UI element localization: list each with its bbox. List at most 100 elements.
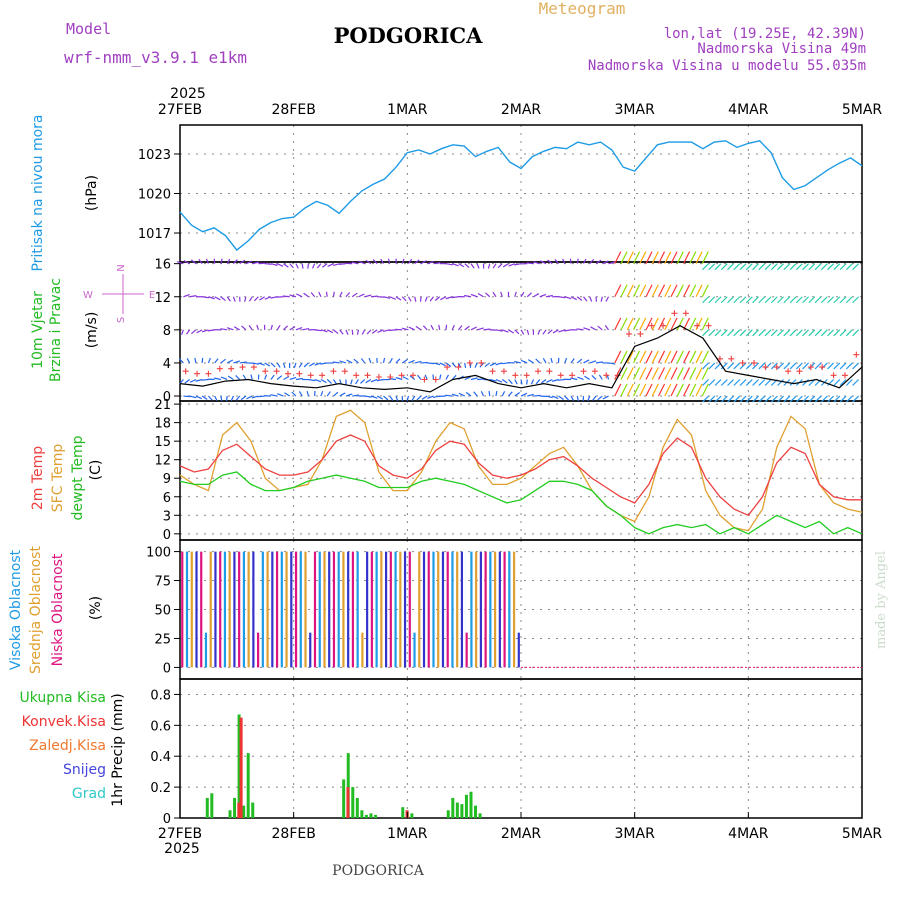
gust-marker: [216, 365, 223, 372]
wind-arrow: [283, 263, 289, 268]
y-tick-label: 12: [154, 454, 171, 469]
wind-arrow: [783, 296, 791, 304]
wind-arrow: [368, 357, 372, 364]
precip-bar: [355, 797, 359, 818]
gust-marker: [239, 364, 246, 371]
wind-arrow: [708, 379, 716, 386]
wind-arrow: [576, 328, 584, 331]
wind-arrow: [296, 293, 303, 298]
wind-arrow: [389, 296, 396, 300]
top-date-label: 5MAR: [842, 102, 883, 118]
wind-arrow: [564, 296, 572, 300]
wind-arrow: [320, 378, 327, 384]
wind-arrow: [764, 395, 772, 403]
wind-arrow: [361, 329, 366, 335]
wind-arrow: [833, 362, 841, 370]
wind-arrow: [179, 358, 184, 364]
wind-arrow: [520, 329, 525, 335]
wind-arrow: [333, 329, 339, 335]
wind-arrow: [576, 296, 583, 301]
precip-bar: [351, 787, 355, 818]
wind-arrow: [733, 395, 741, 403]
wind-arrow: [602, 395, 609, 400]
year-label-bottom: 2025: [164, 841, 200, 857]
gust-marker: [591, 368, 598, 375]
wind-arrow: [676, 350, 684, 364]
wind-arrow: [527, 359, 534, 364]
wind-arrow: [770, 395, 778, 403]
wind-arrow: [658, 367, 666, 380]
wind-arrow: [408, 326, 415, 331]
wind-arrow: [708, 362, 716, 370]
pressure-line: [179, 140, 863, 252]
wind-arrow: [651, 317, 659, 331]
wind-arrow: [232, 259, 238, 265]
wind-arrow: [537, 329, 541, 335]
wind-arrow: [576, 358, 583, 364]
precip-bar: [242, 805, 246, 818]
y-tick-label: 25: [154, 632, 171, 647]
wind-arrow: [620, 251, 628, 264]
wind-arrow: [789, 362, 797, 370]
wind-arrow: [558, 395, 564, 400]
precip-bar: [246, 753, 250, 818]
wind-arrow: [326, 329, 334, 334]
wind-arrow: [614, 251, 622, 264]
wind-arrow: [227, 375, 234, 380]
wind-arrow: [433, 262, 441, 265]
gust-marker: [489, 368, 496, 375]
top-date-label: 4MAR: [728, 102, 769, 118]
wind-arrow: [708, 395, 716, 403]
top-date-label: 1MAR: [387, 102, 428, 118]
wind-arrow: [252, 261, 259, 265]
temp-y-ticks: 0 3 6 9 12 15 18 21: [154, 398, 180, 543]
wind-arrow: [235, 374, 241, 380]
wind-arrow: [770, 296, 778, 304]
top-date-label: 2MAR: [501, 102, 542, 118]
wind-arrow: [301, 263, 304, 269]
wind-arrow: [270, 362, 276, 368]
wind-arrow: [614, 350, 622, 364]
wind-arrow: [339, 291, 343, 298]
wind-arrow: [714, 296, 722, 304]
wind-arrow: [614, 317, 622, 331]
wind-arrow: [414, 296, 417, 302]
wind-arrow: [689, 383, 697, 397]
panel-frame-5: [179, 678, 863, 819]
wind-arrow: [651, 251, 659, 264]
precip-bar: [205, 797, 209, 818]
wind-arrow: [248, 296, 253, 302]
gust-marker: [307, 372, 314, 379]
srednja-label: Srednja Oblacnost: [28, 546, 44, 674]
wind-arrow: [235, 395, 241, 401]
wind-arrow: [683, 251, 691, 264]
wind-arrow: [339, 392, 346, 397]
wind-arrow: [608, 261, 616, 265]
wind-arrow: [770, 263, 778, 271]
wind-arrow: [270, 394, 278, 397]
wind-arrow: [701, 284, 709, 298]
legend-konvek: Konvek.Kisa: [22, 714, 106, 730]
gust-marker: [523, 372, 530, 379]
wind-arrow: [526, 329, 530, 335]
wind-arrow: [445, 324, 448, 330]
wind-arrow: [382, 329, 390, 333]
legend-ukupna: Ukupna Kisa: [19, 690, 106, 706]
wind-arrow: [233, 326, 240, 331]
coords-label: lon,lat (19.25E, 42.39N): [664, 26, 866, 42]
top-date-label: 28FEB: [272, 102, 316, 118]
wind-arrow: [408, 359, 415, 364]
wind-arrow: [733, 379, 741, 386]
wind-arrow: [314, 362, 322, 366]
y-tick-label: 3: [163, 509, 171, 524]
wind-arrow: [406, 395, 410, 402]
wind-arrow: [852, 296, 860, 304]
wind-arrow: [845, 395, 853, 403]
wind-arrow: [465, 391, 472, 397]
wind-arrow: [795, 296, 803, 304]
wind-arrow: [201, 378, 209, 381]
wind-arrow: [539, 260, 547, 265]
wind-arrow: [808, 296, 816, 304]
y-tick-label: 0: [163, 812, 171, 827]
